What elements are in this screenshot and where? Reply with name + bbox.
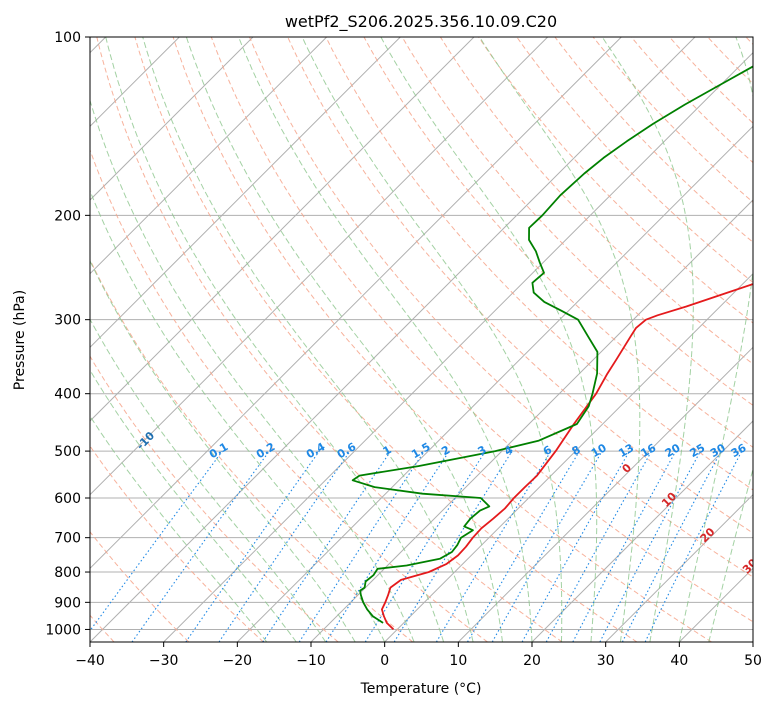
dry-adiabat bbox=[90, 531, 190, 642]
isotherm bbox=[90, 37, 696, 642]
mixing-ratio-line bbox=[298, 450, 425, 642]
moist-adiabat bbox=[678, 37, 753, 642]
x-tick-label: −20 bbox=[223, 653, 253, 669]
y-tick-label: 400 bbox=[54, 387, 81, 403]
x-tick-label: −40 bbox=[75, 653, 105, 669]
y-tick-label: 900 bbox=[54, 595, 81, 611]
dry-adiabat bbox=[96, 37, 563, 642]
x-tick-label: 40 bbox=[670, 653, 688, 669]
moist-adiabat bbox=[301, 37, 563, 642]
isotherm bbox=[90, 37, 254, 201]
plot-frame bbox=[89, 36, 754, 643]
y-tick-label: 500 bbox=[54, 444, 81, 460]
isotherm bbox=[90, 37, 328, 275]
moist-adiabat bbox=[105, 37, 445, 642]
dry-adiabat bbox=[516, 37, 753, 284]
isotherm bbox=[310, 199, 753, 642]
mixing-ratio-line bbox=[218, 450, 351, 642]
isotherm bbox=[90, 37, 622, 570]
x-tick-label: 50 bbox=[744, 653, 762, 669]
dry-adiabat bbox=[90, 445, 264, 642]
mixing-ratio-line bbox=[545, 450, 653, 642]
moist-adiabat bbox=[90, 318, 327, 642]
x-tick-label: 30 bbox=[597, 653, 615, 669]
dry-adiabats bbox=[90, 37, 753, 642]
mixing-ratio-line bbox=[262, 450, 392, 642]
moist-adiabat bbox=[90, 415, 268, 642]
isotherm bbox=[236, 125, 753, 642]
mixing-ratio-line bbox=[644, 450, 743, 642]
dewpoint-trace bbox=[351, 65, 753, 624]
isotherm bbox=[384, 272, 753, 642]
y-tick-label: 100 bbox=[54, 30, 81, 46]
y-tick-label: 600 bbox=[54, 491, 81, 507]
moist-adiabat bbox=[142, 37, 474, 642]
x-axis: −40 −30 −20 −10 0 10 20 30 40 50 bbox=[75, 642, 762, 669]
moist-adiabat bbox=[601, 37, 694, 642]
dry-adiabat bbox=[90, 355, 339, 642]
dry-adiabat bbox=[210, 37, 753, 623]
temperature-trace bbox=[380, 283, 753, 631]
x-tick-label: −10 bbox=[296, 653, 326, 669]
moist-adiabat bbox=[708, 467, 753, 642]
x-tick-label: 10 bbox=[449, 653, 467, 669]
y-tick-label: 300 bbox=[54, 313, 81, 329]
x-tick-label: 20 bbox=[523, 653, 541, 669]
y-tick-label: 700 bbox=[54, 531, 81, 547]
x-tick-label: −30 bbox=[149, 653, 179, 669]
x-tick-label: 0 bbox=[380, 653, 389, 669]
y-axis: 100 200 300 400 500 600 700 800 900 1000 bbox=[45, 30, 90, 638]
moist-adiabat bbox=[185, 37, 503, 642]
y-axis-label: Pressure (hPa) bbox=[12, 290, 28, 390]
dry-adiabat bbox=[401, 37, 753, 406]
isotherm bbox=[90, 37, 475, 422]
dry-adiabat bbox=[90, 148, 488, 642]
mixing-ratio-line bbox=[90, 450, 223, 632]
isotherm bbox=[90, 37, 549, 496]
moist-adiabat bbox=[90, 98, 415, 642]
y-tick-label: 1000 bbox=[45, 622, 81, 638]
chart-title: wetPf2_S206.2025.356.10.09.C20 bbox=[285, 12, 557, 32]
mixing-ratio-line bbox=[521, 450, 630, 642]
pressure-gridlines bbox=[90, 37, 753, 630]
dry-adiabat bbox=[439, 37, 753, 365]
moist-adiabat bbox=[479, 37, 641, 642]
plot-area: 0.10.20.40.611.52346810131620253036-100-… bbox=[90, 37, 753, 642]
dry-adiabat bbox=[134, 37, 638, 642]
moist-adiabat bbox=[380, 37, 598, 642]
mixing-ratio-lines bbox=[90, 450, 743, 642]
moist-adiabats bbox=[90, 37, 753, 642]
isotherm bbox=[605, 493, 753, 642]
mixing-ratio-line bbox=[185, 450, 320, 642]
dry-adiabat bbox=[172, 37, 712, 642]
y-tick-label: 800 bbox=[54, 565, 81, 581]
moist-adiabat bbox=[90, 369, 297, 642]
y-tick-label: 200 bbox=[54, 208, 81, 224]
mixing-ratio-line bbox=[131, 450, 270, 642]
moist-adiabat bbox=[90, 189, 386, 642]
dry-adiabat bbox=[249, 37, 753, 578]
x-axis-label: Temperature (°C) bbox=[360, 681, 482, 697]
mixing-ratio-line bbox=[572, 450, 677, 642]
moist-adiabat bbox=[238, 37, 533, 642]
dry-adiabat bbox=[325, 37, 753, 491]
sounding-traces bbox=[351, 65, 753, 631]
mixing-ratio-line bbox=[325, 450, 450, 642]
isotherm bbox=[163, 51, 753, 642]
mixing-ratio-line bbox=[393, 450, 513, 642]
